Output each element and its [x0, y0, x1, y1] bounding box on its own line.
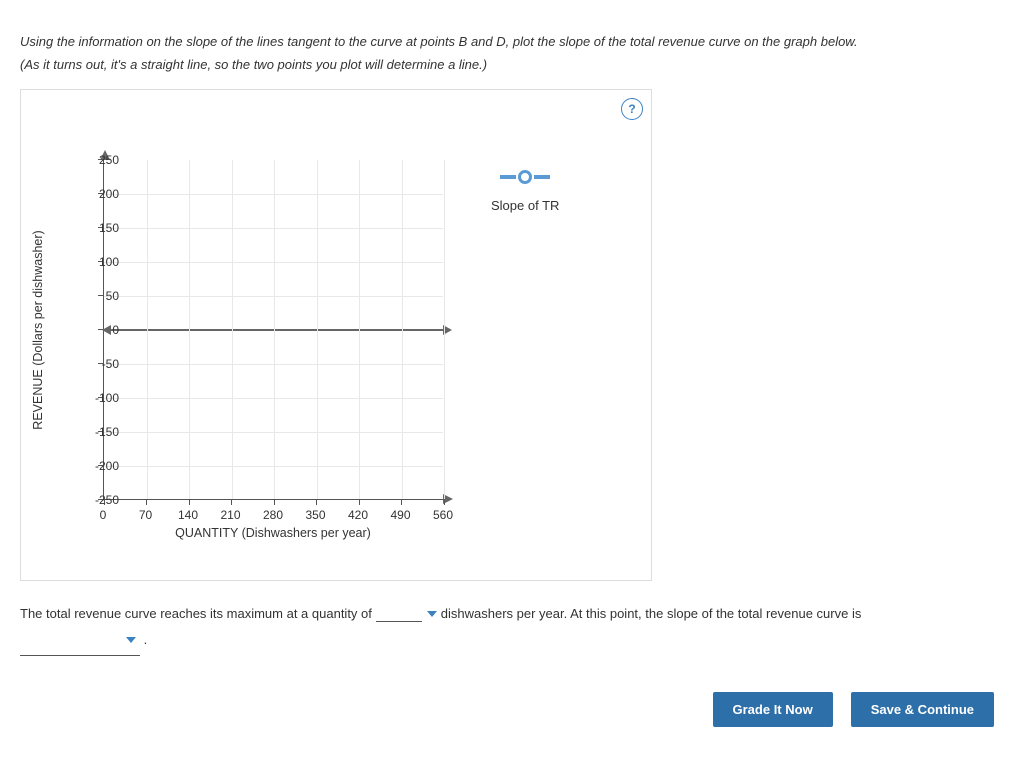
instruction-line-2: (As it turns out, it's a straight line, …: [20, 53, 1004, 76]
footer-actions: Grade It Now Save & Continue: [20, 692, 1004, 727]
y-tick-label: -250: [79, 493, 119, 507]
x-tick-label: 420: [348, 508, 368, 522]
chevron-down-icon: [126, 637, 136, 643]
y-tick-label: 0: [79, 323, 119, 337]
quantity-blank-input[interactable]: [376, 606, 422, 622]
question-period: .: [144, 632, 148, 647]
x-tick-label: 0: [100, 508, 107, 522]
y-tick-label: -200: [79, 459, 119, 473]
instruction-line-1: Using the information on the slope of th…: [20, 30, 1004, 53]
x-tick-label: 210: [220, 508, 240, 522]
x-tick-label: 140: [178, 508, 198, 522]
x-tick-label: 490: [390, 508, 410, 522]
question-part-2: dishwashers per year. At this point, the…: [441, 606, 862, 621]
y-tick-label: 100: [79, 255, 119, 269]
x-tick-label: 70: [139, 508, 152, 522]
y-tick-label: 50: [79, 289, 119, 303]
grade-it-now-button[interactable]: Grade It Now: [713, 692, 833, 727]
y-tick-label: 200: [79, 187, 119, 201]
legend-label: Slope of TR: [491, 198, 559, 213]
instructions: Using the information on the slope of th…: [20, 30, 1004, 77]
chart-panel: ? REVENUE (Dollars per dishwasher) QUANT…: [20, 89, 652, 581]
question-part-1: The total revenue curve reaches its maxi…: [20, 606, 376, 621]
help-icon[interactable]: ?: [621, 98, 643, 120]
chevron-down-icon[interactable]: [427, 611, 437, 617]
save-continue-button[interactable]: Save & Continue: [851, 692, 994, 727]
slope-dropdown[interactable]: [20, 627, 140, 656]
legend[interactable]: Slope of TR: [491, 170, 559, 213]
y-tick-label: 150: [79, 221, 119, 235]
y-axis-title: REVENUE (Dollars per dishwasher): [31, 230, 45, 429]
chart-area[interactable]: REVENUE (Dollars per dishwasher) QUANTIT…: [31, 160, 471, 560]
fill-in-question: The total revenue curve reaches its maxi…: [20, 601, 1004, 656]
x-axis-title: QUANTITY (Dishwashers per year): [103, 526, 443, 540]
x-tick-label: 560: [433, 508, 453, 522]
legend-marker-icon: [491, 170, 559, 184]
x-tick-label: 350: [305, 508, 325, 522]
plot-grid[interactable]: [103, 160, 443, 500]
y-tick-label: -50: [79, 357, 119, 371]
y-tick-label: 250: [79, 153, 119, 167]
y-tick-label: -150: [79, 425, 119, 439]
x-tick-label: 280: [263, 508, 283, 522]
y-tick-label: -100: [79, 391, 119, 405]
